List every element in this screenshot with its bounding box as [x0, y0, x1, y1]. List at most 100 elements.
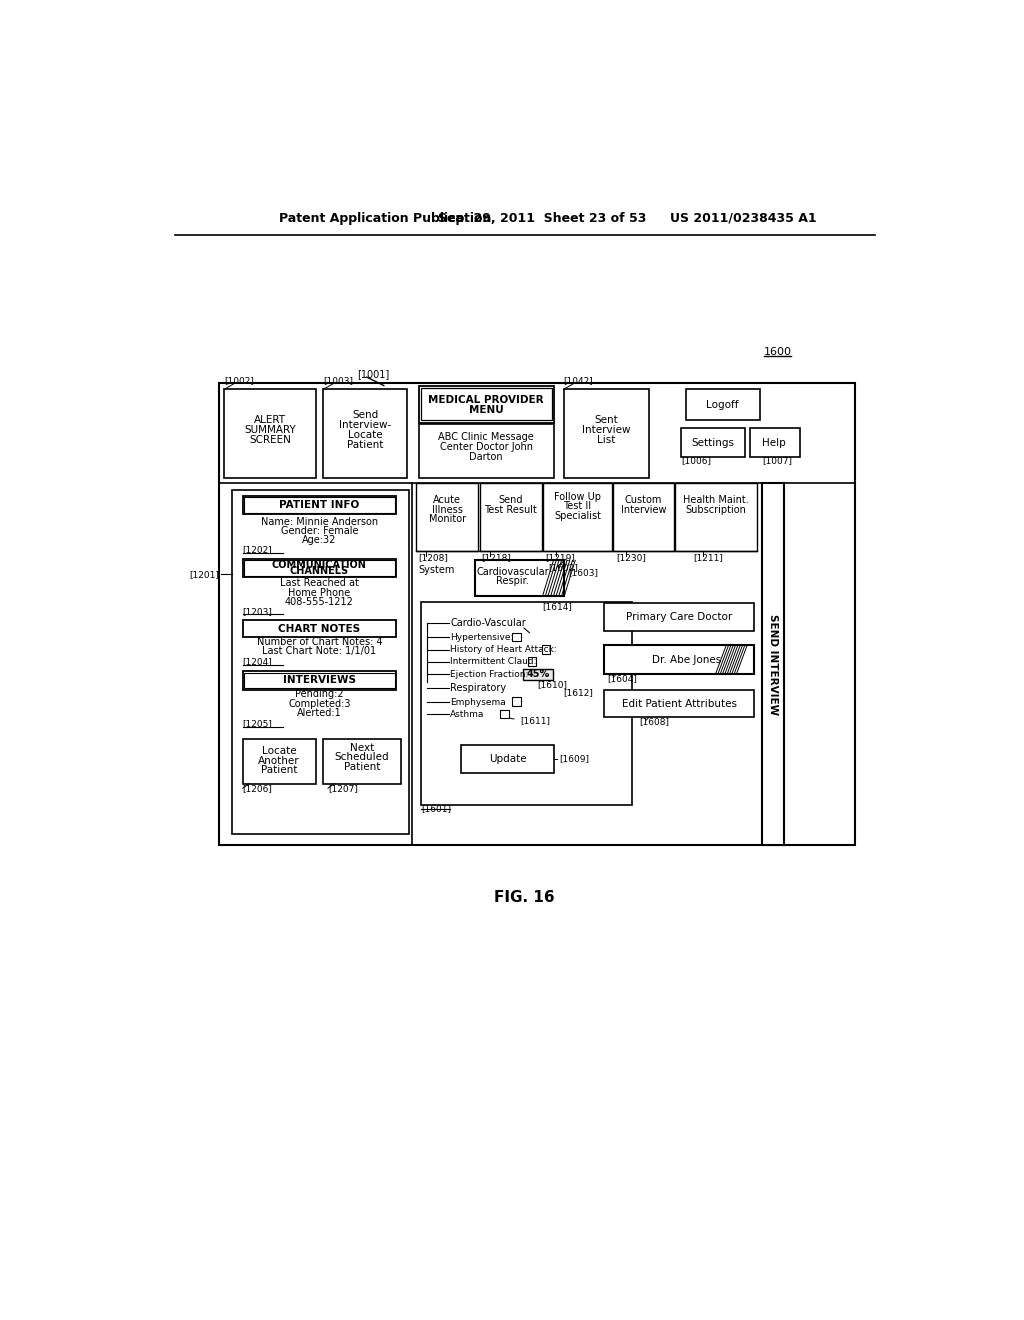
Text: Gender: Female: Gender: Female	[281, 527, 358, 536]
Text: Next: Next	[350, 743, 374, 754]
Text: [1202]: [1202]	[243, 545, 272, 554]
Text: MEDICAL PROVIDER: MEDICAL PROVIDER	[428, 395, 544, 405]
Text: Specialist: Specialist	[554, 511, 601, 520]
Text: MENU: MENU	[469, 405, 504, 416]
Bar	[681, 428, 744, 457]
Text: Scheduled: Scheduled	[335, 752, 389, 763]
Text: Pending:2: Pending:2	[295, 689, 344, 700]
Bar	[544, 483, 611, 552]
Text: Interview: Interview	[621, 504, 667, 515]
Bar	[500, 710, 509, 718]
Text: Monitor: Monitor	[429, 513, 466, 524]
Text: [1206]: [1206]	[243, 784, 272, 793]
Text: Follow Up: Follow Up	[554, 492, 601, 502]
Text: Send: Send	[499, 495, 523, 506]
Text: ALERT: ALERT	[254, 416, 286, 425]
Text: Age:32: Age:32	[302, 536, 337, 545]
Text: [1230]: [1230]	[616, 553, 646, 562]
Text: Name: Minnie Anderson: Name: Minnie Anderson	[261, 517, 378, 527]
Text: Interview-: Interview-	[339, 420, 391, 430]
Bar	[613, 483, 674, 552]
Text: [1208]: [1208]	[418, 553, 447, 562]
Text: [1609]: [1609]	[559, 755, 589, 763]
Text: Locate: Locate	[348, 430, 382, 440]
Text: Help: Help	[763, 437, 786, 447]
Text: Acute: Acute	[433, 495, 461, 506]
Text: Patent Application Publication: Patent Application Publication	[280, 213, 492, 224]
Text: [1205]: [1205]	[243, 719, 272, 729]
Text: FIG. 16: FIG. 16	[495, 890, 555, 906]
Text: Hypertensive:: Hypertensive:	[451, 632, 514, 642]
Bar	[219, 383, 855, 845]
Text: [1612]: [1612]	[563, 688, 594, 697]
Text: [1614]: [1614]	[543, 602, 572, 611]
Text: Interview: Interview	[582, 425, 631, 436]
Text: [1201]: [1201]	[189, 570, 219, 578]
Text: Center Doctor John: Center Doctor John	[439, 442, 532, 453]
Bar	[528, 657, 537, 665]
Bar	[245, 560, 394, 576]
Text: [1601]: [1601]	[421, 805, 451, 813]
Text: Ejection Fraction:: Ejection Fraction:	[451, 669, 528, 678]
Text: Cardio-Vascular: Cardio-Vascular	[451, 619, 526, 628]
Bar	[480, 483, 542, 552]
Bar	[243, 739, 315, 784]
Text: Custom: Custom	[625, 495, 663, 506]
Text: Primary Care Doctor: Primary Care Doctor	[626, 612, 732, 622]
Text: Test Result: Test Result	[484, 504, 538, 515]
Bar	[686, 389, 760, 420]
Text: CHANNELS: CHANNELS	[290, 566, 349, 576]
Text: [1610]: [1610]	[538, 681, 567, 689]
Bar	[245, 673, 394, 688]
Text: Test II: Test II	[563, 502, 592, 511]
Text: Edit Patient Attributes: Edit Patient Attributes	[622, 698, 736, 709]
Bar	[750, 428, 800, 457]
Text: Another: Another	[258, 755, 300, 766]
Text: Subscription: Subscription	[686, 504, 746, 515]
Bar	[419, 385, 554, 422]
Text: [1002]: [1002]	[224, 376, 254, 385]
Text: 408-555-1212: 408-555-1212	[285, 597, 354, 607]
Bar	[421, 388, 552, 420]
Text: Patient: Patient	[261, 764, 297, 775]
Bar	[417, 483, 478, 552]
Bar	[243, 620, 396, 638]
Text: CHART NOTES: CHART NOTES	[279, 624, 360, 634]
Text: COMMUNICATION: COMMUNICATION	[272, 560, 367, 570]
Text: Darton: Darton	[469, 453, 503, 462]
Text: Emphysema: Emphysema	[451, 697, 506, 706]
Text: 1600: 1600	[764, 347, 792, 358]
Bar	[563, 389, 649, 478]
Bar	[604, 603, 755, 631]
Bar	[604, 689, 755, 718]
Text: SUMMARY: SUMMARY	[244, 425, 296, 436]
Text: [1604]: [1604]	[607, 675, 637, 684]
Text: [1608]: [1608]	[640, 718, 670, 726]
Text: System: System	[418, 565, 455, 576]
Bar	[675, 483, 758, 552]
Text: Respiratory: Respiratory	[451, 684, 507, 693]
Text: Send: Send	[352, 409, 378, 420]
Text: [1211]: [1211]	[693, 553, 724, 562]
Text: SCREEN: SCREEN	[249, 436, 291, 445]
Bar	[245, 498, 394, 512]
Text: [1219]: [1219]	[545, 553, 574, 562]
Text: Logoff: Logoff	[707, 400, 738, 409]
Text: [1602]: [1602]	[548, 564, 578, 573]
Text: Health Maint.: Health Maint.	[683, 495, 750, 506]
Text: Update: Update	[488, 754, 526, 764]
Text: Alerted:1: Alerted:1	[297, 708, 342, 718]
Text: Settings: Settings	[691, 437, 734, 447]
Bar	[224, 389, 315, 478]
Text: Home Phone: Home Phone	[289, 587, 350, 598]
Bar	[419, 424, 554, 478]
Bar	[324, 389, 407, 478]
Text: List: List	[597, 436, 615, 445]
Text: [1611]: [1611]	[520, 715, 550, 725]
Text: [1603]: [1603]	[568, 568, 598, 577]
Text: Dr. Abe Jones: Dr. Abe Jones	[652, 655, 721, 665]
Text: Last Reached at: Last Reached at	[280, 578, 358, 589]
Bar	[512, 632, 521, 642]
Text: Intermittent Claud:: Intermittent Claud:	[451, 657, 537, 667]
Text: [1203]: [1203]	[243, 607, 272, 615]
